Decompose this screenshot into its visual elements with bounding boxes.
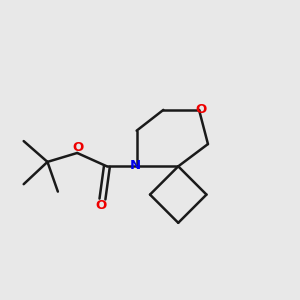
Text: O: O [73, 141, 84, 154]
Text: N: N [130, 159, 141, 172]
Text: O: O [95, 199, 106, 212]
Text: O: O [195, 103, 206, 116]
